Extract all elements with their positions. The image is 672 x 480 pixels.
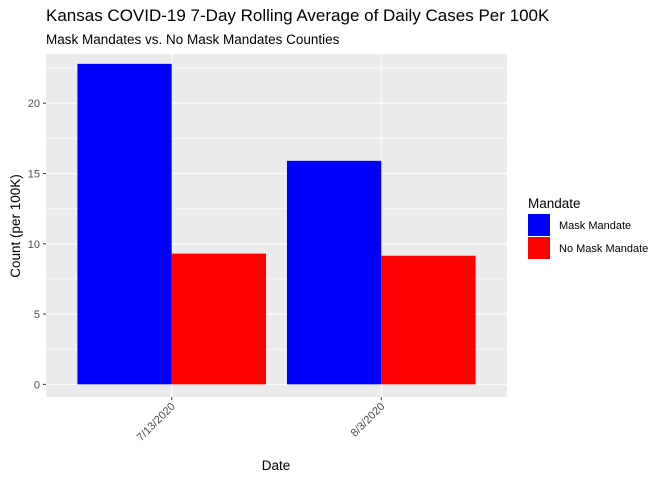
chart-subtitle: Mask Mandates vs. No Mask Mandates Count… — [46, 32, 340, 47]
bar-no-mask-mandate — [381, 255, 476, 385]
bar-mask-mandate — [286, 160, 382, 385]
chart-title: Kansas COVID-19 7-Day Rolling Average of… — [46, 6, 550, 25]
y-tick-label: 20 — [28, 98, 40, 110]
legend-title: Mandate — [528, 196, 581, 211]
y-tick-label: 15 — [28, 168, 40, 180]
bars — [77, 63, 476, 385]
x-axis: 7/13/2020 8/3/2020 — [135, 397, 388, 444]
y-axis-title: Count (per 100K) — [8, 174, 23, 278]
bar-no-mask-mandate — [171, 253, 267, 385]
legend-swatch — [528, 214, 550, 236]
x-tick-label: 7/13/2020 — [135, 401, 178, 444]
legend-label: No Mask Mandate — [559, 243, 648, 255]
bar-mask-mandate — [77, 63, 172, 385]
legend-swatch — [528, 237, 550, 259]
legend-label: Mask Mandate — [559, 220, 631, 232]
x-axis-title: Date — [262, 458, 291, 473]
y-tick-label: 0 — [34, 379, 40, 391]
y-tick-label: 10 — [28, 239, 40, 251]
x-tick-label: 8/3/2020 — [349, 401, 388, 440]
y-axis: 0 5 10 15 20 — [28, 98, 46, 391]
legend: Mandate Mask Mandate No Mask Mandate — [528, 196, 648, 259]
y-tick-label: 5 — [34, 309, 40, 321]
